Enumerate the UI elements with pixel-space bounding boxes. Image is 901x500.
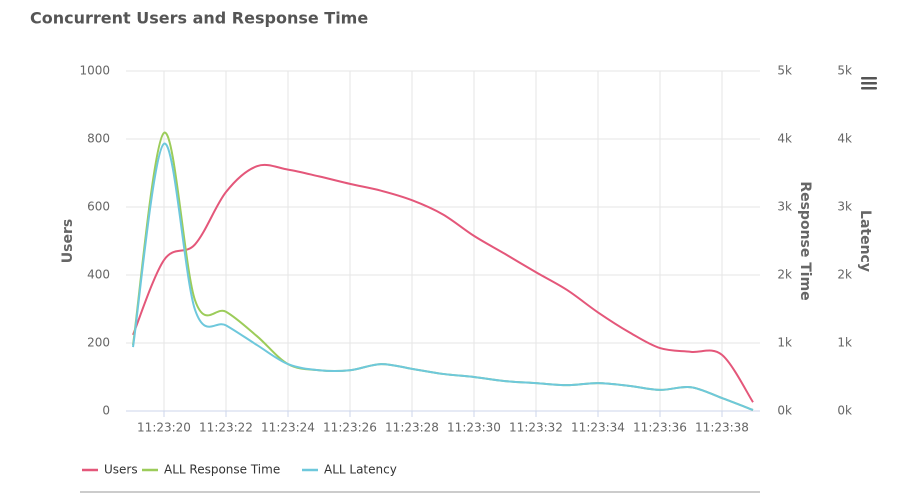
y3-tick-label: 1k [837, 336, 852, 350]
x-tick-label: 11:23:26 [323, 421, 377, 435]
x-tick-label: 11:23:38 [695, 421, 749, 435]
y-tick-label: 0 [102, 404, 110, 418]
x-tick-label: 11:23:34 [571, 421, 625, 435]
y3-tick-label: 0k [837, 404, 852, 418]
menu-bar [861, 82, 877, 85]
legend-label[interactable]: ALL Response Time [164, 463, 280, 477]
y3-tick-label: 5k [837, 64, 852, 78]
y2-tick-label: 3k [777, 200, 792, 214]
x-tick-label: 11:23:24 [261, 421, 315, 435]
y3-tick-label: 2k [837, 268, 852, 282]
y2-tick-label: 4k [777, 132, 792, 146]
y-axis-title: Users [60, 219, 76, 263]
x-tick-label: 11:23:20 [137, 421, 191, 435]
x-tick-label: 11:23:22 [199, 421, 253, 435]
menu-button[interactable] [861, 77, 877, 90]
y-tick-label: 1000 [79, 64, 110, 78]
y2-tick-label: 0k [777, 404, 792, 418]
series-line [132, 163, 754, 403]
y-tick-label: 400 [87, 268, 110, 282]
menu-bar [861, 77, 877, 80]
y3-tick-label: 4k [837, 132, 852, 146]
x-tick-label: 11:23:30 [447, 421, 501, 435]
y2-axis-title: Response Time [797, 181, 813, 300]
y3-tick-label: 3k [837, 200, 852, 214]
y-tick-label: 200 [87, 336, 110, 350]
y3-axis-title: Latency [857, 210, 873, 272]
legend-label[interactable]: ALL Latency [324, 463, 397, 477]
y2-tick-label: 5k [777, 64, 792, 78]
menu-bar [861, 87, 877, 90]
y-tick-label: 600 [87, 200, 110, 214]
x-tick-label: 11:23:28 [385, 421, 439, 435]
series-line [132, 142, 754, 411]
legend-label[interactable]: Users [104, 463, 138, 477]
x-tick-label: 11:23:36 [633, 421, 687, 435]
y2-tick-label: 1k [777, 336, 792, 350]
x-tick-label: 11:23:32 [509, 421, 563, 435]
y2-tick-label: 2k [777, 268, 792, 282]
y-tick-label: 800 [87, 132, 110, 146]
chart-title: Concurrent Users and Response Time [30, 9, 368, 28]
